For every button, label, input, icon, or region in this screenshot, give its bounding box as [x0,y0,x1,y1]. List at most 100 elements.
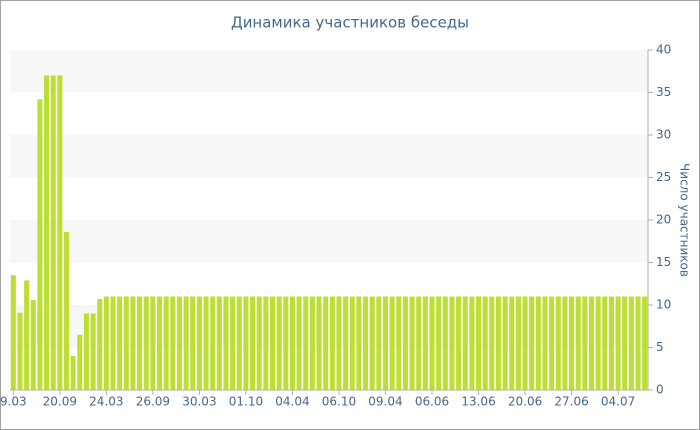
bar [555,296,561,390]
bar [562,296,568,390]
y-tick-label: 10 [656,298,671,312]
bar [422,296,428,390]
bar [489,296,495,390]
bar [575,296,581,390]
bar [303,296,309,390]
bar [203,296,209,390]
grid-band [10,220,648,263]
bar [549,296,555,390]
y-tick-label: 35 [656,85,671,99]
bar [462,296,468,390]
bar [263,296,269,390]
bar [436,296,442,390]
bar [276,296,282,390]
bar [608,296,614,390]
x-tick-label: 20.06 [508,395,542,409]
bar [137,296,143,390]
bar [396,296,402,390]
x-tick-label: 24.03 [89,395,123,409]
bar [336,296,342,390]
bar [376,296,382,390]
x-tick-label: 9.03 [0,395,27,409]
bar [582,296,588,390]
x-tick-label: 30.03 [182,395,216,409]
bar [356,296,362,390]
bar [535,296,541,390]
bar [30,299,36,390]
bar [170,296,176,390]
x-tick-label: 06.06 [415,395,449,409]
bar [449,296,455,390]
bar [509,296,515,390]
bar [615,296,621,390]
bar [642,296,648,390]
bar [442,296,448,390]
bar [196,296,202,390]
bar [416,296,422,390]
y-tick-label: 40 [656,43,671,57]
bar [402,296,408,390]
y-tick-label: 0 [656,383,664,397]
bar [588,296,595,390]
bar [476,296,482,390]
bar [216,296,222,390]
bar [456,296,462,390]
bar [522,296,528,390]
grid-band [10,50,648,93]
y-tick-label: 15 [656,255,671,269]
bar [343,296,349,390]
y-tick-label: 20 [656,213,671,227]
x-tick-label: 01.10 [229,395,263,409]
bar [529,296,535,390]
bar [50,75,56,390]
x-tick-label: 20.09 [43,395,77,409]
bar [382,296,389,390]
bar [17,312,23,390]
bar [409,296,415,390]
bar [103,296,109,390]
bar [296,296,302,390]
bar [482,296,488,390]
bar [44,75,50,390]
bar [150,296,156,390]
x-tick-label: 04.04 [275,395,309,409]
bar [316,296,322,390]
bar [24,280,30,390]
x-tick-label: 06.10 [322,395,356,409]
bar [97,299,103,390]
bar [323,296,329,390]
bar [110,296,116,390]
bar [349,296,355,390]
bar [289,296,295,390]
bar [602,296,608,390]
bar [63,231,70,390]
bar [495,296,501,390]
bar [130,296,136,390]
bar [223,296,229,390]
bar [542,296,548,390]
bar [243,296,249,390]
bar [90,313,96,390]
x-tick-label: 09.04 [368,395,402,409]
bar [595,296,601,390]
bar [569,296,575,390]
grid-band [10,305,648,348]
bar [635,296,641,390]
bar [70,356,76,390]
bar [163,296,169,390]
bar [117,296,123,390]
bar [210,296,216,390]
grid-band [10,135,648,178]
bar [37,99,43,391]
bar [236,296,242,390]
x-tick-label: 04.07 [601,395,635,409]
bar [123,296,129,390]
bar [309,296,315,390]
bar [157,296,163,390]
y-tick-label: 30 [656,128,671,142]
bar [329,296,335,390]
bar [429,296,435,390]
bar [628,296,634,390]
bar [369,296,375,390]
